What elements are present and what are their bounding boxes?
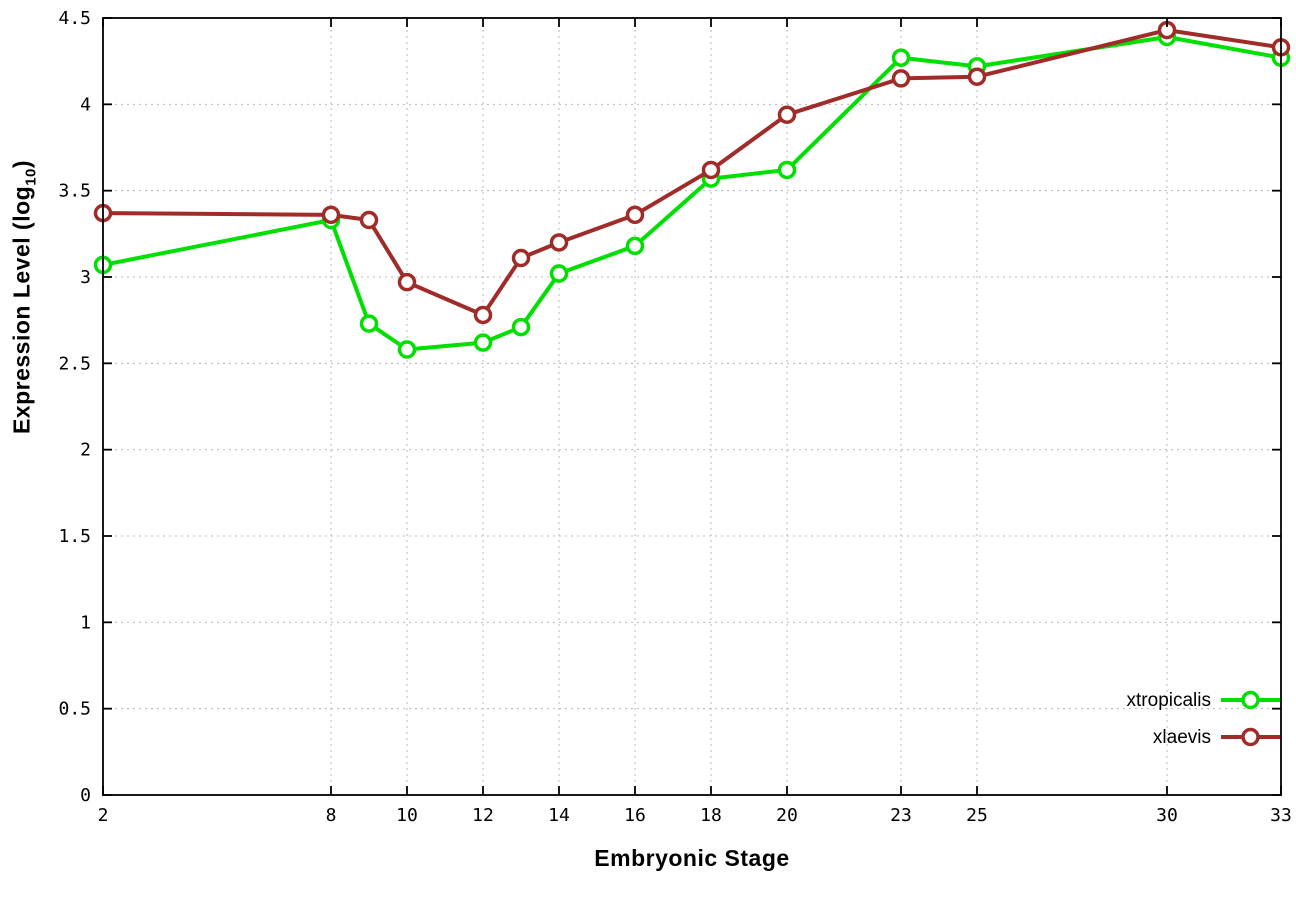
data-point-xlaevis: [891, 69, 911, 88]
data-point-xlaevis: [511, 248, 531, 268]
y-tick-label: 0: [80, 785, 91, 806]
y-axis-title: Expression Level (log10): [9, 160, 40, 434]
y-tick-label: 1: [80, 612, 91, 633]
x-tick-label: 18: [700, 805, 722, 826]
legend-sample-marker-xtropicalis: [1241, 690, 1260, 710]
y-tick-label: 4: [80, 94, 91, 115]
y-tick-label: 3.5: [58, 181, 91, 202]
series-line-xtropicalis: [101, 34, 1283, 352]
y-axis-title-suffix: ): [8, 159, 35, 169]
x-tick-label: 20: [776, 805, 798, 826]
y-tick-label: 4.5: [58, 8, 91, 29]
x-tick-label: 12: [472, 805, 494, 826]
data-point-xtropicalis: [549, 264, 569, 283]
x-tick-label: 2: [98, 805, 109, 826]
x-tick-label: 14: [548, 805, 570, 826]
x-tick-label: 25: [966, 805, 988, 826]
x-axis-title: Embryonic Stage: [103, 845, 1281, 872]
y-tick-label: 0.5: [58, 699, 91, 720]
y-axis-title-prefix: Expression Level (log: [8, 185, 35, 435]
data-point-xlaevis: [321, 205, 341, 225]
x-tick-label: 10: [396, 805, 418, 826]
data-point-xlaevis: [359, 210, 379, 230]
y-axis-title-subscript: 10: [22, 168, 40, 186]
data-point-xtropicalis: [359, 314, 379, 333]
legend-sample-marker-xlaevis: [1241, 727, 1260, 747]
data-point-xlaevis: [967, 67, 987, 86]
data-point-xtropicalis: [891, 48, 911, 67]
x-tick-label: 30: [1156, 805, 1178, 826]
y-tick-label: 3: [80, 267, 91, 288]
legend-label-xtropicalis: xtropicalis: [1127, 690, 1211, 711]
series-line-xlaevis: [101, 28, 1283, 317]
x-axis-title-text: Embryonic Stage: [594, 845, 790, 871]
data-point-xtropicalis: [473, 333, 493, 352]
data-point-xlaevis: [701, 160, 721, 180]
data-point-xlaevis: [625, 205, 645, 225]
data-point-xlaevis: [777, 105, 797, 124]
y-tick-label: 2.5: [58, 353, 91, 374]
x-tick-label: 23: [890, 805, 912, 826]
data-point-xtropicalis: [397, 340, 417, 359]
x-tick-label: 8: [326, 805, 337, 826]
y-tick-label: 1.5: [58, 526, 91, 547]
data-point-xtropicalis: [511, 317, 531, 337]
data-point-xlaevis: [549, 233, 569, 252]
x-tick-label: 16: [624, 805, 646, 826]
data-point-xtropicalis: [625, 236, 645, 256]
data-point-xlaevis: [473, 305, 493, 325]
x-tick-label: 33: [1270, 805, 1292, 826]
data-point-xtropicalis: [777, 160, 797, 180]
plot-border: [102, 17, 1282, 796]
data-point-xlaevis: [397, 272, 417, 292]
y-tick-label: 2: [80, 440, 91, 461]
legend-label-xlaevis: xlaevis: [1153, 727, 1211, 748]
